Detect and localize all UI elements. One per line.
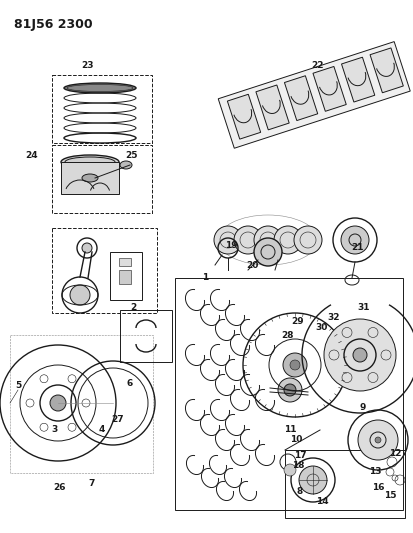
Circle shape [299,466,327,494]
Text: 9: 9 [360,403,366,413]
Ellipse shape [120,161,132,169]
Bar [119,258,131,266]
Text: 4: 4 [99,425,105,434]
Text: 12: 12 [389,448,401,457]
Bar [285,450,405,518]
Text: 20: 20 [246,261,258,270]
Ellipse shape [82,174,98,182]
Text: 22: 22 [312,61,324,69]
Text: 27: 27 [112,416,124,424]
Text: 29: 29 [292,318,304,327]
Circle shape [375,437,381,443]
Circle shape [294,226,322,254]
Text: 30: 30 [316,324,328,333]
Circle shape [278,378,302,402]
Bar [119,270,131,284]
Circle shape [284,464,296,476]
Text: 1: 1 [202,273,208,282]
Text: 81J56 2300: 81J56 2300 [14,18,93,31]
Circle shape [70,285,90,305]
Text: 24: 24 [26,150,38,159]
Text: 16: 16 [372,482,384,491]
Bar [285,76,318,120]
Text: 31: 31 [358,303,370,312]
Bar [61,162,119,194]
Bar [370,48,404,93]
Text: 11: 11 [284,425,296,434]
Bar [228,94,261,139]
Circle shape [214,226,242,254]
Circle shape [353,348,367,362]
Bar [218,42,410,148]
Ellipse shape [64,83,136,93]
Bar [175,278,403,510]
Circle shape [290,360,300,370]
Text: 15: 15 [384,490,396,499]
Text: 7: 7 [89,479,95,488]
Circle shape [82,243,92,253]
Text: 6: 6 [127,378,133,387]
Circle shape [324,319,396,391]
Text: 21: 21 [352,244,364,253]
Text: 8: 8 [297,488,303,497]
Text: 14: 14 [316,497,328,506]
Ellipse shape [61,155,119,169]
Circle shape [254,238,282,266]
Bar [52,145,152,213]
Bar [52,75,152,143]
Text: 26: 26 [54,482,66,491]
Text: 2: 2 [130,303,136,311]
Bar [10,335,153,473]
Circle shape [358,420,398,460]
Circle shape [284,384,296,396]
Text: 32: 32 [328,313,340,322]
Bar [313,67,346,111]
Text: 18: 18 [292,462,304,471]
Circle shape [274,226,302,254]
Circle shape [283,353,307,377]
Text: 23: 23 [82,61,94,69]
Bar [342,57,375,102]
Text: 10: 10 [290,435,302,445]
Bar [52,228,157,313]
Circle shape [234,226,262,254]
Circle shape [254,226,282,254]
Text: 19: 19 [225,240,237,249]
Text: 25: 25 [125,150,137,159]
Circle shape [341,226,369,254]
Text: 5: 5 [15,381,21,390]
Bar [120,310,172,362]
Text: 13: 13 [369,467,381,477]
Text: 28: 28 [282,330,294,340]
Circle shape [50,395,66,411]
Text: 3: 3 [52,425,58,434]
Bar [256,85,289,130]
Bar [110,252,142,300]
Text: 17: 17 [294,450,306,459]
